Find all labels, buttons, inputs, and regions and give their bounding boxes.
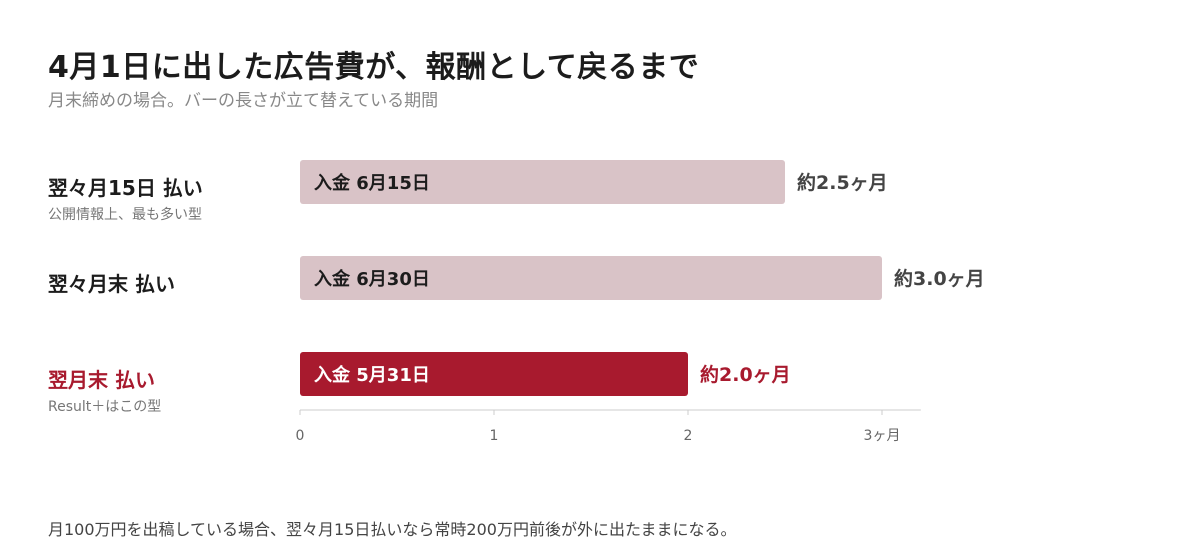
bar-label-3: 入金 5月31日 bbox=[314, 364, 430, 386]
footnote: 月100万円を出稿している場合、翌々月15日払いなら常時200万円前後が外に出た… bbox=[48, 520, 737, 539]
x-tick-label-0: 0 bbox=[296, 428, 305, 444]
row-note-3: Result＋はこの型 bbox=[48, 399, 162, 415]
x-tick-label-3: 3ヶ月 bbox=[864, 428, 901, 444]
bar-1 bbox=[300, 160, 785, 204]
row-label-1: 翌々月15日 払い bbox=[48, 176, 203, 200]
chart-subtitle: 月末締めの場合。バーの長さが立て替えている期間 bbox=[48, 91, 439, 111]
row-label-2: 翌々月末 払い bbox=[48, 272, 175, 296]
row-note-1: 公開情報上、最も多い型 bbox=[48, 207, 202, 223]
row-label-3: 翌月末 払い bbox=[48, 368, 155, 392]
value-label-2: 約3.0ヶ月 bbox=[894, 267, 985, 290]
bar-2 bbox=[300, 256, 882, 300]
chart-title: 4月1日に出した広告費が、報酬として戻るまで bbox=[48, 50, 700, 85]
value-label-3: 約2.0ヶ月 bbox=[700, 363, 791, 386]
bar-label-2: 入金 6月30日 bbox=[314, 268, 430, 290]
x-tick-label-2: 2 bbox=[684, 428, 693, 444]
bar-3 bbox=[300, 352, 688, 396]
x-tick-label-1: 1 bbox=[490, 428, 499, 444]
bar-label-1: 入金 6月15日 bbox=[314, 172, 430, 194]
value-label-1: 約2.5ヶ月 bbox=[797, 171, 888, 194]
